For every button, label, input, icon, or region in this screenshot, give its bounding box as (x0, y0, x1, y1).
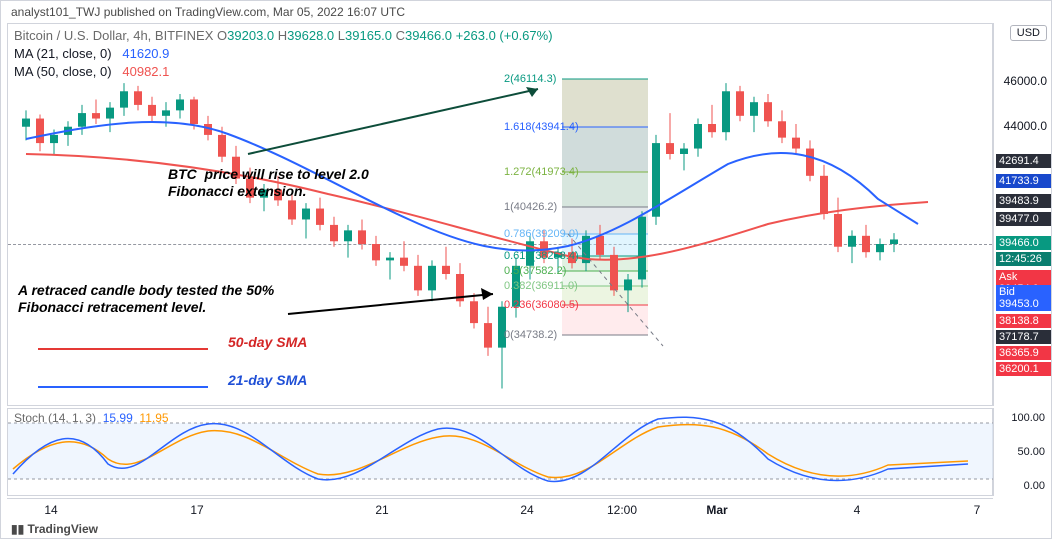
fib-level: 1.618(43941.4) (504, 121, 579, 133)
fib-level: 1(40426.2) (504, 201, 557, 213)
stoch-tick: 100.00 (1011, 412, 1045, 424)
stoch-svg (8, 409, 994, 495)
currency-toggle[interactable]: USD (1010, 25, 1047, 41)
time-tick: 24 (520, 503, 533, 517)
time-tick: Mar (706, 503, 727, 517)
price-badge: 12:45:26 (996, 252, 1051, 266)
fib-level: 0(34738.2) (504, 329, 557, 341)
legend-red-line (38, 348, 208, 350)
time-tick: 4 (854, 503, 861, 517)
annotation-retrace: A retraced candle body tested the 50% Fi… (18, 282, 274, 316)
fib-level: 0.618(38258.4) (504, 250, 579, 262)
main-chart[interactable]: Bitcoin / U.S. Dollar, 4h, BITFINEX O392… (7, 23, 993, 406)
fib-level: 0.5(37582.2) (504, 265, 566, 277)
price-tick: 44000.0 (1004, 119, 1047, 133)
price-badge: 38138.8 (996, 314, 1051, 328)
price-badge: 41733.9 (996, 174, 1051, 188)
time-axis: 14 17 21 24 12:00 Mar 4 7 (7, 498, 993, 520)
stoch-tick: 50.00 (1017, 446, 1045, 458)
stoch-axis: 100.00 50.00 0.00 (993, 408, 1051, 496)
price-badge: 39466.0 (996, 236, 1051, 250)
fib-level: 0.786(39209.0) (504, 228, 579, 240)
fib-level: 0.236(36080.5) (504, 299, 579, 311)
legend-blue-line (38, 386, 208, 388)
time-tick: 14 (44, 503, 57, 517)
publish-info: analyst101_TWJ published on TradingView.… (11, 5, 405, 19)
price-axis: USD 46000.0 44000.0 42691.4 41733.9 39483.9 3… (993, 23, 1051, 406)
price-tick: 46000.0 (1004, 74, 1047, 88)
price-badge: 39477.0 (996, 212, 1051, 226)
price-badge: 42691.4 (996, 154, 1051, 168)
time-tick: 21 (375, 503, 388, 517)
tradingview-logo: ▮▮ TradingView (11, 522, 98, 536)
time-tick: 7 (974, 503, 981, 517)
annotation-sma50: 50-day SMA (228, 334, 307, 351)
annotation-rise: BTC price will rise to level 2.0 Fibonac… (168, 166, 369, 200)
price-badge: 37178.7 (996, 330, 1051, 344)
stochastic-pane[interactable]: Stoch (14, 1, 3) 15.99 11.95 (7, 408, 993, 496)
price-badge: 36365.9 (996, 346, 1051, 360)
time-tick: 17 (190, 503, 203, 517)
stoch-tick: 0.00 (1024, 480, 1045, 492)
price-badge: Bid 39453.0 (996, 285, 1051, 311)
time-tick: 12:00 (607, 503, 637, 517)
fib-level: 1.272(41973.4) (504, 166, 579, 178)
fib-level: 0.382(36911.0) (504, 280, 578, 292)
annotation-sma21: 21-day SMA (228, 372, 307, 389)
price-badge: 39483.9 (996, 194, 1051, 208)
price-badge: 36200.1 (996, 362, 1051, 376)
fib-level: 2(46114.3) (504, 73, 556, 85)
